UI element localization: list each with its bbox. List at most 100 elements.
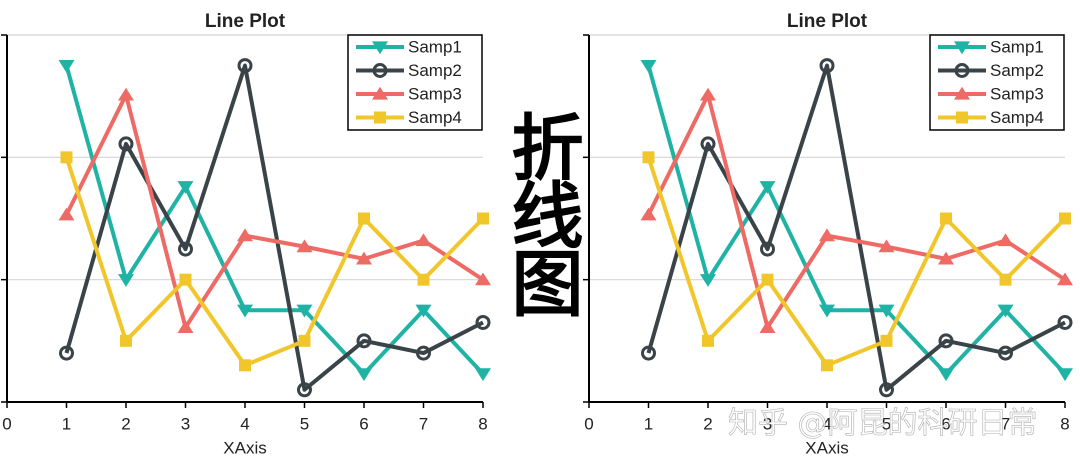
marker <box>641 345 656 361</box>
marker <box>1059 212 1071 225</box>
marker <box>878 239 895 253</box>
marker <box>298 334 311 347</box>
calligraphy: 折线图 <box>499 110 584 314</box>
marker <box>880 334 893 347</box>
marker <box>120 334 132 347</box>
x-tick-label: 4 <box>822 414 831 433</box>
marker <box>118 87 134 101</box>
marker <box>58 207 75 221</box>
marker <box>821 359 833 372</box>
legend-label: Samp3 <box>408 84 462 103</box>
chart-title: Line Plot <box>205 11 286 32</box>
x-tick-label: 7 <box>419 414 428 433</box>
marker <box>997 233 1014 247</box>
series-line <box>64 65 485 376</box>
marker <box>1057 272 1073 286</box>
marker <box>702 334 714 347</box>
marker <box>356 368 372 382</box>
x-tick-label: 2 <box>121 414 130 433</box>
marker <box>642 151 655 164</box>
marker <box>700 87 716 101</box>
marker <box>59 345 74 361</box>
marker <box>118 136 134 152</box>
marker <box>415 233 432 247</box>
marker <box>700 136 716 152</box>
marker <box>356 333 372 349</box>
marker <box>938 333 954 349</box>
marker <box>998 345 1013 361</box>
marker <box>938 368 954 382</box>
marker <box>759 181 776 194</box>
marker <box>999 273 1012 286</box>
series-line <box>646 156 1067 368</box>
marker <box>954 63 970 78</box>
chart-title: Line Plot <box>787 11 868 32</box>
x-tick-label: 0 <box>2 414 11 433</box>
x-axis-label: XAxis <box>223 438 266 457</box>
x-tick-label: 5 <box>882 414 891 433</box>
marker <box>954 41 970 55</box>
marker <box>1057 368 1073 382</box>
marker <box>475 272 491 286</box>
legend-box <box>347 34 483 131</box>
marker <box>878 304 895 318</box>
legend-box <box>929 34 1065 131</box>
x-tick-label: 1 <box>62 414 71 433</box>
x-tick-label: 3 <box>763 414 772 433</box>
marker <box>1057 314 1073 330</box>
series-line <box>646 65 1067 376</box>
legend-label: Samp1 <box>408 37 462 56</box>
marker <box>237 228 253 242</box>
legend-label: Samp2 <box>408 61 462 80</box>
x-tick-label: 5 <box>300 414 309 433</box>
marker <box>997 304 1014 318</box>
marker <box>819 228 835 242</box>
marker <box>177 320 194 333</box>
watermark: 知乎 @阿昆的科研日常 <box>728 406 1038 442</box>
marker <box>475 368 491 382</box>
series-line <box>64 156 485 368</box>
marker <box>372 41 388 55</box>
marker <box>819 304 835 318</box>
legend-label: Samp4 <box>408 108 462 127</box>
marker <box>761 273 774 286</box>
series-line <box>646 92 1067 330</box>
marker <box>372 63 388 78</box>
marker <box>237 58 253 74</box>
marker <box>356 251 372 265</box>
x-tick-label: 1 <box>644 414 653 433</box>
marker <box>640 207 657 221</box>
marker <box>118 274 134 287</box>
marker <box>760 241 775 257</box>
marker <box>415 304 432 318</box>
marker <box>358 212 370 225</box>
marker <box>177 181 194 194</box>
x-axis-label: XAxis <box>805 438 848 457</box>
x-tick-label: 7 <box>1001 414 1010 433</box>
series-line <box>646 63 1066 392</box>
marker <box>940 212 952 225</box>
marker <box>956 111 968 124</box>
marker <box>178 241 193 257</box>
marker <box>60 151 73 164</box>
marker <box>239 359 251 372</box>
marker <box>759 320 776 333</box>
marker <box>297 382 312 398</box>
marker <box>879 382 894 398</box>
marker <box>640 59 657 73</box>
x-tick-label: 6 <box>359 414 368 433</box>
x-tick-label: 0 <box>584 414 593 433</box>
marker <box>819 58 835 74</box>
marker <box>477 212 489 225</box>
marker <box>475 314 491 330</box>
x-tick-label: 4 <box>240 414 249 433</box>
x-tick-label: 8 <box>1060 414 1069 433</box>
marker <box>296 304 313 318</box>
marker <box>58 59 75 73</box>
legend-label: Samp4 <box>990 108 1044 127</box>
legend-label: Samp2 <box>990 61 1044 80</box>
legend-label: Samp1 <box>990 37 1044 56</box>
marker <box>954 86 970 100</box>
